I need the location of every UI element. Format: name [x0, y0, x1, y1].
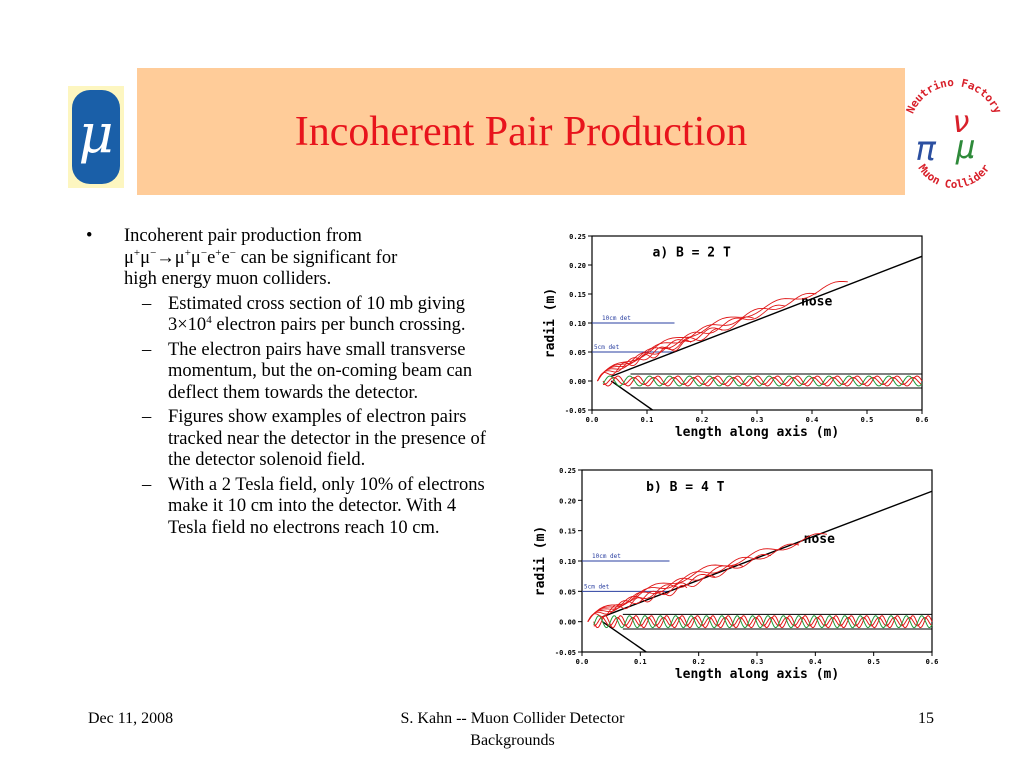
y-axis-label: radii (m): [543, 288, 558, 358]
x-tick-label: 0.2: [696, 416, 709, 424]
muon-logo-badge: [72, 90, 120, 184]
bullet-line2: can be significant for: [235, 247, 398, 268]
track-fan: [587, 553, 772, 622]
x-tick-label: 0.3: [751, 658, 764, 666]
logo-nu: ν: [952, 105, 970, 140]
y-tick-label: 0.20: [559, 497, 576, 505]
x-tick-label: 0.0: [586, 416, 599, 424]
track-fan: [587, 533, 828, 622]
figure-b-4t: 0.25 0.20 0.15 0.10 0.05 0.00 -0.050.0 0.1 0.2 0.…: [533, 467, 939, 682]
track-fan: [587, 574, 716, 622]
y-axis-label: radii (m): [533, 526, 548, 596]
detector-label-5cm: 5cm det: [594, 344, 620, 351]
footer-date: Dec 11, 2008: [88, 710, 174, 727]
nose-label: nose: [801, 295, 832, 310]
y-tick-label: 0.05: [559, 588, 576, 596]
y-tick-label: 0.15: [559, 528, 576, 536]
y-tick-label: 0.05: [569, 349, 586, 357]
track-axial: [602, 376, 923, 386]
nose-cone-upper: [602, 490, 933, 618]
muon-logo: μ: [68, 86, 124, 188]
sub-bullet-1-text: Estimated cross section of 10 mb giving …: [168, 293, 466, 336]
sub-bullet-2-text: The electron pairs have small transverse…: [168, 339, 473, 403]
sub-bullet-4-text: With a 2 Tesla field, only 10% of electr…: [168, 474, 485, 538]
detector-label-10cm: 10cm det: [592, 553, 621, 560]
x-tick-label: 0.3: [751, 416, 764, 424]
y-tick-label: 0.25: [559, 467, 576, 475]
bullet-line1: Incoherent pair production from: [124, 226, 362, 246]
sub-bullet-4: – With a 2 Tesla field, only 10% of elect…: [86, 475, 491, 540]
x-tick-label: 0.4: [806, 416, 819, 424]
sub-bullet-3: – Figures show examples of electron pairs…: [86, 407, 491, 472]
x-tick-label: 0.5: [861, 416, 874, 424]
y-tick-label: -0.05: [555, 649, 576, 657]
y-tick-label: 0.10: [559, 558, 576, 566]
track-axial: [593, 615, 933, 629]
track-fan: [587, 543, 800, 622]
y-tick-label: 0.00: [559, 619, 576, 627]
detector-label-10cm: 10cm det: [602, 315, 631, 322]
dash-marker: –: [142, 293, 152, 314]
x-tick-label: 0.6: [926, 658, 939, 666]
track-axial: [602, 375, 923, 387]
formula: μ+μ−→μ+μ−e+e−: [124, 246, 236, 268]
chart-title: a) B = 2 T: [653, 245, 731, 260]
sub-bullet-2: – The electron pairs have small transvers…: [86, 340, 491, 405]
track-fan: [587, 584, 688, 622]
y-tick-label: 0.20: [569, 262, 586, 270]
bullet-line3: high energy muon colliders.: [124, 269, 332, 289]
sub-bullet-3-text: Figures show examples of electron pairs …: [168, 407, 486, 470]
y-tick-label: 0.10: [569, 320, 586, 328]
slide-title: Incoherent Pair Production: [294, 108, 748, 155]
dash-marker: –: [142, 339, 152, 360]
x-tick-label: 0.4: [809, 658, 822, 666]
detector-label-5cm: 5cm det: [584, 583, 610, 590]
dash-marker: –: [142, 407, 152, 427]
y-tick-label: 0.00: [569, 378, 586, 386]
x-axis-label: length along axis (m): [675, 667, 839, 682]
x-tick-label: 0.0: [576, 658, 589, 666]
muon-logo-symbol: μ: [78, 102, 114, 165]
track-axial: [593, 615, 933, 629]
nose-cone-lower: [602, 621, 647, 653]
track-fan: [597, 304, 786, 382]
logo-pi: π: [916, 129, 937, 169]
chart-title: b) B = 4 T: [646, 480, 724, 495]
track-fan: [587, 564, 744, 622]
bullet-dot: •: [86, 226, 93, 246]
main-bullet: • Incoherent pair production from μ+μ−→μ…: [86, 226, 491, 291]
figure-b-2t: 0.25 0.20 0.15 0.10 0.05 0.00 -0.050.0 0.1 0.2 0.…: [543, 233, 929, 440]
x-tick-label: 0.2: [692, 658, 705, 666]
neutrino-factory-logo: Neutrino Factory Muon Collider ν π μ: [904, 76, 1005, 191]
y-tick-label: -0.05: [565, 407, 586, 415]
logo-mu: μ: [955, 128, 975, 166]
bullet-list: • Incoherent pair production from μ+μ−→μ…: [86, 226, 491, 539]
dash-marker: –: [142, 474, 152, 495]
track-fan: [597, 281, 848, 382]
x-tick-label: 0.6: [916, 416, 929, 424]
page-number: 15: [918, 710, 934, 727]
track-fan: [597, 328, 723, 382]
x-tick-label: 0.1: [641, 416, 654, 424]
x-axis-label: length along axis (m): [675, 425, 839, 440]
track-fan: [597, 316, 754, 382]
track-fan: [597, 292, 817, 382]
nose-cone-upper: [610, 255, 923, 378]
footer-author: S. Kahn -- Muon Collider Detector Backgr…: [400, 710, 625, 749]
track-axial: [602, 375, 923, 387]
y-tick-label: 0.25: [569, 233, 586, 241]
x-tick-label: 0.1: [634, 658, 647, 666]
y-tick-label: 0.15: [569, 291, 586, 299]
sub-bullet-1: – Estimated cross section of 10 mb giving…: [86, 294, 491, 337]
x-tick-label: 0.5: [867, 658, 880, 666]
title-banner: Incoherent Pair Production: [137, 68, 905, 195]
